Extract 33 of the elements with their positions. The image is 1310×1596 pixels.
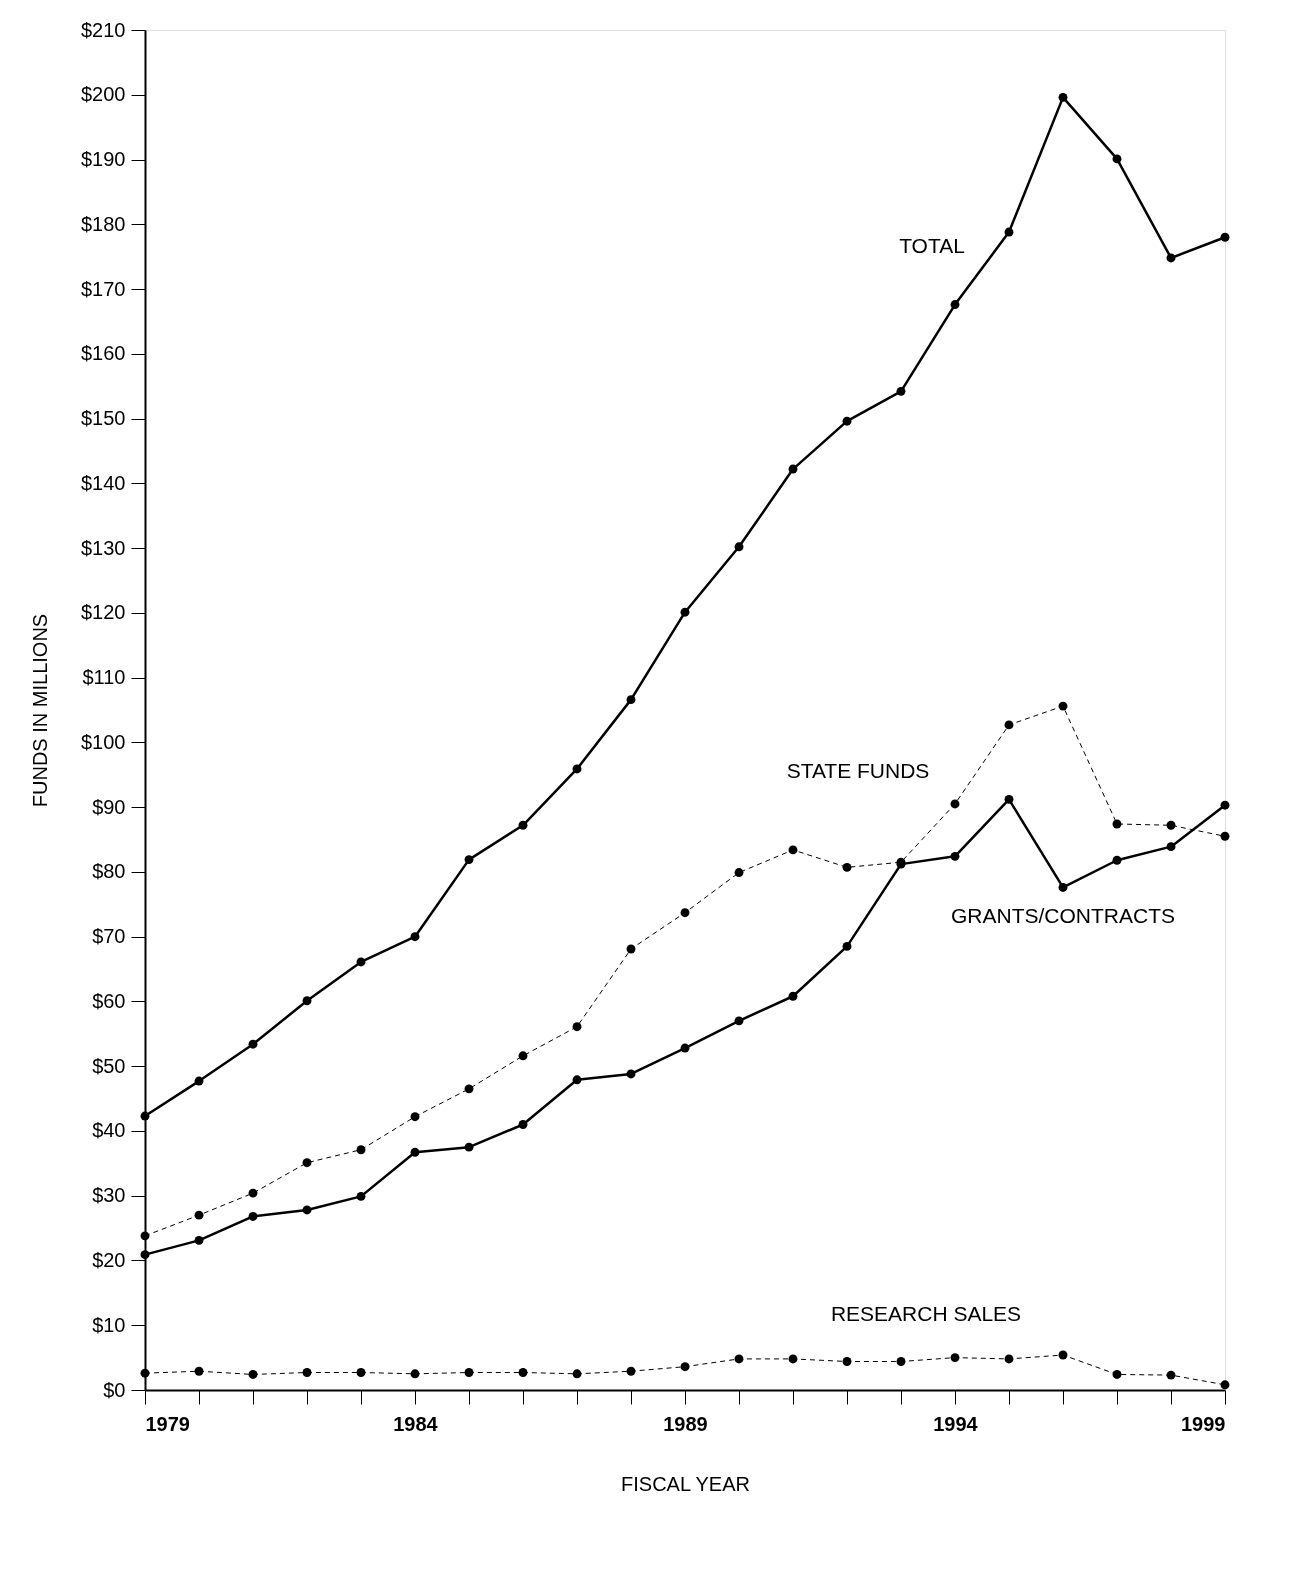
x-axis-title: FISCAL YEAR: [621, 1472, 750, 1495]
y-tick-label: $190: [81, 148, 126, 171]
y-tick-label: $30: [92, 1184, 126, 1207]
y-tick-label: $60: [92, 989, 126, 1012]
y-tick-label: $210: [81, 18, 126, 41]
y-tick-label: $110: [82, 666, 126, 689]
y-tick-label: $120: [81, 601, 126, 624]
y-tick-label: $200: [81, 83, 126, 106]
y-axis-title: FUNDS IN MILLIONS: [29, 613, 52, 808]
y-tick-label: $80: [92, 860, 126, 883]
y-tick-label: $20: [92, 1248, 126, 1271]
y-tick-label: $130: [81, 536, 126, 559]
y-tick-label: $140: [81, 471, 126, 494]
y-tick-label: $0: [103, 1378, 126, 1401]
x-tick-label: 1999: [1181, 1412, 1226, 1435]
y-tick-label: $10: [92, 1313, 126, 1336]
series-label: TOTAL: [899, 234, 965, 258]
x-tick-label: 1994: [933, 1412, 979, 1435]
x-tick-label: 1989: [663, 1412, 708, 1435]
y-tick-label: $90: [92, 795, 126, 818]
series-label: STATE FUNDS: [786, 758, 930, 782]
y-tick-label: $70: [92, 925, 126, 948]
x-tick-label: 1984: [393, 1412, 439, 1435]
y-tick-label: $170: [81, 277, 126, 300]
y-tick-label: $50: [92, 1054, 126, 1077]
y-tick-label: $180: [81, 212, 126, 235]
x-tick-label: 1979: [145, 1412, 190, 1435]
y-tick-label: $100: [81, 730, 126, 753]
y-tick-label: $160: [81, 342, 126, 365]
y-tick-label: $150: [81, 407, 126, 430]
series-label: GRANTS/CONTRACTS: [950, 904, 1176, 928]
y-tick-label: $40: [92, 1119, 126, 1142]
series-label: RESEARCH SALES: [830, 1302, 1022, 1326]
